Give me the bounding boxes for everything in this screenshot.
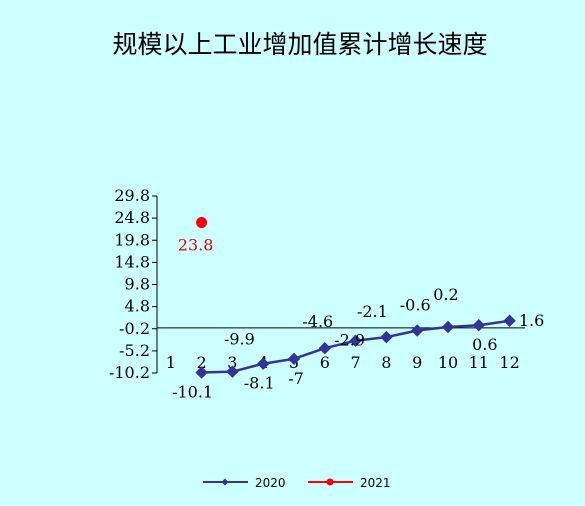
series-2020-data-label: 1.6: [519, 311, 544, 330]
series-2020-data-label: -2.9: [334, 331, 365, 350]
series-2020-point: [256, 357, 270, 370]
series-2021-data-label: 23.8: [178, 236, 214, 255]
x-tick-label: 7: [351, 353, 361, 372]
y-tick-label: 9.8: [125, 275, 150, 294]
legend: 2020 2021: [203, 476, 391, 490]
series-2020-data-label: -0.6: [400, 296, 431, 315]
legend-label: 2020: [255, 476, 286, 490]
series-2020-data-label: -2.1: [357, 302, 388, 321]
series-2020-point: [349, 334, 362, 347]
series-2020-data-label: 0.2: [433, 285, 458, 304]
x-tick-label: 10: [438, 353, 458, 372]
series-2020-point: [441, 320, 455, 334]
x-tick-label: 9: [412, 353, 422, 372]
plot-area: 29.824.819.814.89.84.8-0.2-5.2-10.212345…: [109, 186, 544, 402]
x-tick-label: 6: [320, 353, 330, 372]
y-tick-label: 29.8: [114, 186, 150, 205]
legend-label: 2021: [360, 476, 391, 490]
x-tick-label: 1: [166, 353, 176, 372]
series-2020-point: [503, 314, 516, 327]
series-2020-data-label: 0.6: [472, 335, 497, 354]
x-tick-label: 12: [499, 353, 519, 372]
x-tick-label: 8: [381, 353, 391, 372]
series-2020-point: [380, 330, 393, 344]
chart-title: 规模以上工业增加值累计增长速度: [112, 30, 487, 59]
x-tick-label: 2: [197, 353, 207, 372]
series-2020-point: [318, 342, 332, 355]
series-2021-point: [196, 217, 208, 229]
x-tick-label: 3: [227, 353, 237, 372]
y-tick-label: 4.8: [125, 297, 150, 316]
y-tick-label: -10.2: [109, 363, 150, 382]
series-2020-point: [195, 366, 208, 379]
series-2020-point: [472, 319, 486, 332]
y-tick-label: -0.2: [119, 319, 150, 338]
x-tick-label: 11: [469, 353, 489, 372]
y-tick-label: 19.8: [114, 230, 150, 249]
series-2020-point: [410, 324, 424, 337]
y-tick-label: 14.8: [114, 252, 150, 271]
legend-swatch-marker: [221, 478, 229, 486]
y-tick-label: 24.8: [114, 208, 150, 227]
y-tick-label: -5.2: [119, 341, 150, 360]
series-2020-data-label: -8.1: [244, 374, 275, 393]
legend-swatch-marker: [326, 478, 334, 486]
series-2020-data-label: -9.9: [224, 330, 255, 349]
series-2020-point: [287, 352, 301, 366]
series-2020-data-label: -4.6: [302, 312, 333, 331]
series-2020-data-label: -10.1: [172, 383, 213, 402]
series-2020-point: [226, 365, 239, 378]
series-2020-data-label: -7: [288, 369, 304, 388]
